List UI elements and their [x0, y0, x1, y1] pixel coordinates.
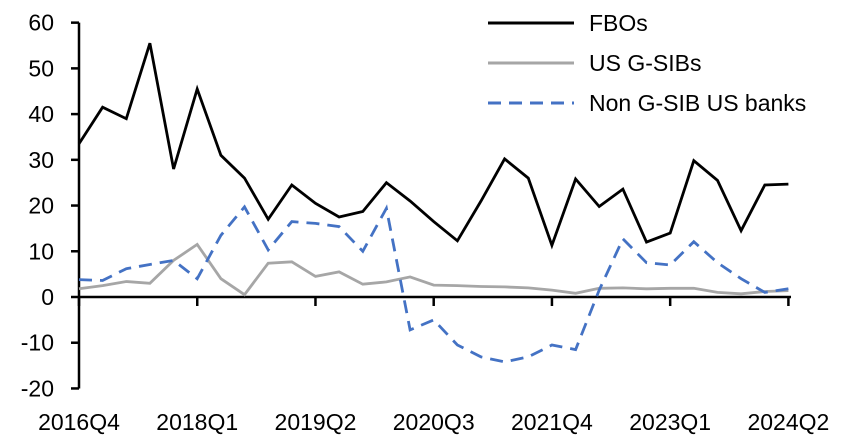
legend-item-non-gsib-us-banks: Non G-SIB US banks: [488, 83, 806, 123]
x-tick-label: 2020Q3: [393, 409, 475, 435]
legend-item-us-gsibs: US G-SIBs: [488, 43, 806, 83]
x-tick-label: 2018Q1: [156, 409, 238, 435]
legend-line-swatch: [488, 101, 574, 105]
y-tick-label: -20: [21, 375, 54, 401]
y-tick-label: 20: [28, 193, 54, 219]
legend-label: FBOs: [589, 9, 648, 36]
x-tick-label: 2023Q1: [629, 409, 711, 435]
y-tick-label: -10: [21, 330, 54, 356]
x-tick-label: 2019Q2: [275, 409, 357, 435]
y-tick-label: 40: [28, 101, 54, 127]
series-line-us-g-sibs: [78, 242, 789, 297]
legend: FBOs US G-SIBs Non G-SIB US banks: [488, 3, 806, 123]
series-line-non-g-sib-us-banks: [78, 204, 789, 364]
legend-line-swatch: [488, 21, 574, 25]
y-tick-label: 10: [28, 238, 54, 264]
series-line-fbos: [77, 42, 789, 250]
y-tick-label: 30: [28, 147, 54, 173]
x-tick-label: 2021Q4: [511, 409, 593, 435]
y-tick-label: 50: [28, 55, 54, 81]
legend-line-swatch: [488, 61, 574, 65]
y-tick-label: 60: [28, 10, 54, 36]
y-tick-label: 0: [41, 284, 54, 310]
x-tick-label: 2016Q4: [38, 409, 120, 435]
legend-label: US G-SIBs: [589, 49, 702, 76]
legend-label: Non G-SIB US banks: [589, 89, 807, 116]
legend-item-fbos: FBOs: [488, 3, 806, 43]
x-tick-label: 2024Q2: [747, 409, 829, 435]
